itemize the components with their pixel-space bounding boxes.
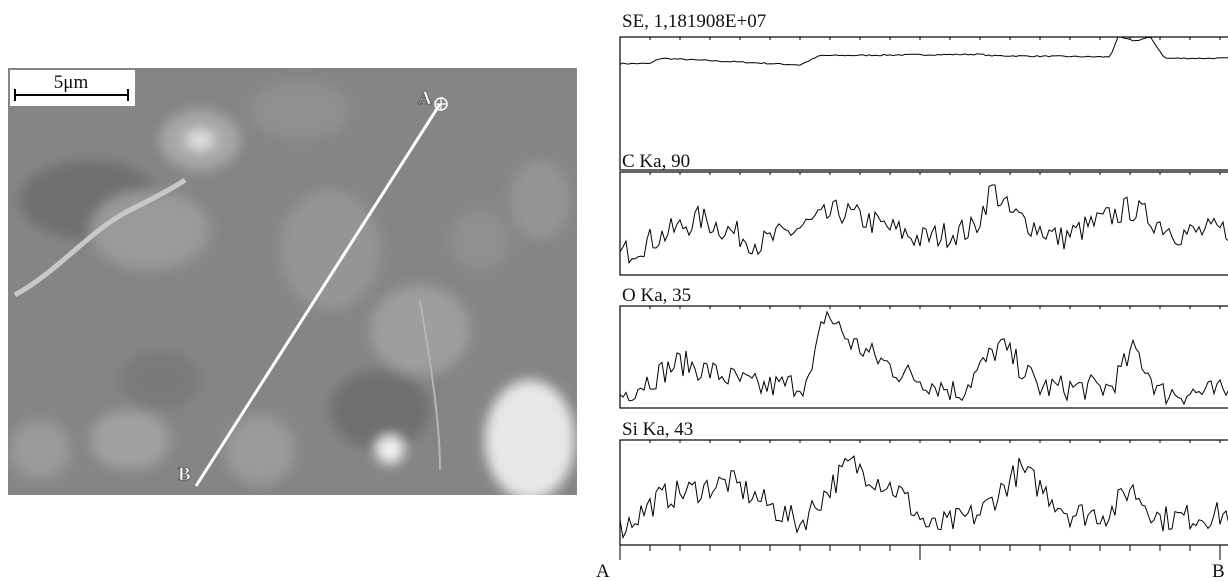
axis-end-label: B: [1212, 561, 1225, 581]
profile-frame: [619, 305, 1228, 409]
profile-label: O Ka, 35: [622, 285, 691, 306]
sem-edge: [13, 177, 187, 298]
scan-start-cross: [435, 98, 447, 110]
trace: [619, 455, 1228, 540]
sem-crack: [419, 299, 441, 471]
scan-line: [194, 103, 442, 487]
trace: [619, 36, 1228, 66]
profile-label: SE, 1,181908E+07: [622, 11, 766, 32]
line-scan-profiles: SE, 1,181908E+07 C Ka, 90 O Ka, 35 Si Ka, 4…: [619, 11, 1228, 560]
sem-texture: [10, 80, 575, 495]
axis-start-label: A: [596, 561, 610, 581]
profile-label: C Ka, 90: [622, 151, 690, 172]
scale-bar-box: [10, 70, 135, 106]
point-a-label: A: [418, 88, 432, 109]
point-b-label: B: [178, 464, 191, 485]
trace: [619, 184, 1228, 264]
scale-bar-label: 5μm: [54, 72, 89, 93]
scale-bar: [14, 89, 129, 101]
trace: [619, 310, 1228, 406]
profile-frame: [619, 171, 1228, 276]
sem-image: 5μm A B: [8, 68, 577, 495]
profile-frame: [619, 36, 1228, 171]
profile-label: Si Ka, 43: [622, 419, 693, 440]
profile-frame: [619, 439, 1228, 546]
